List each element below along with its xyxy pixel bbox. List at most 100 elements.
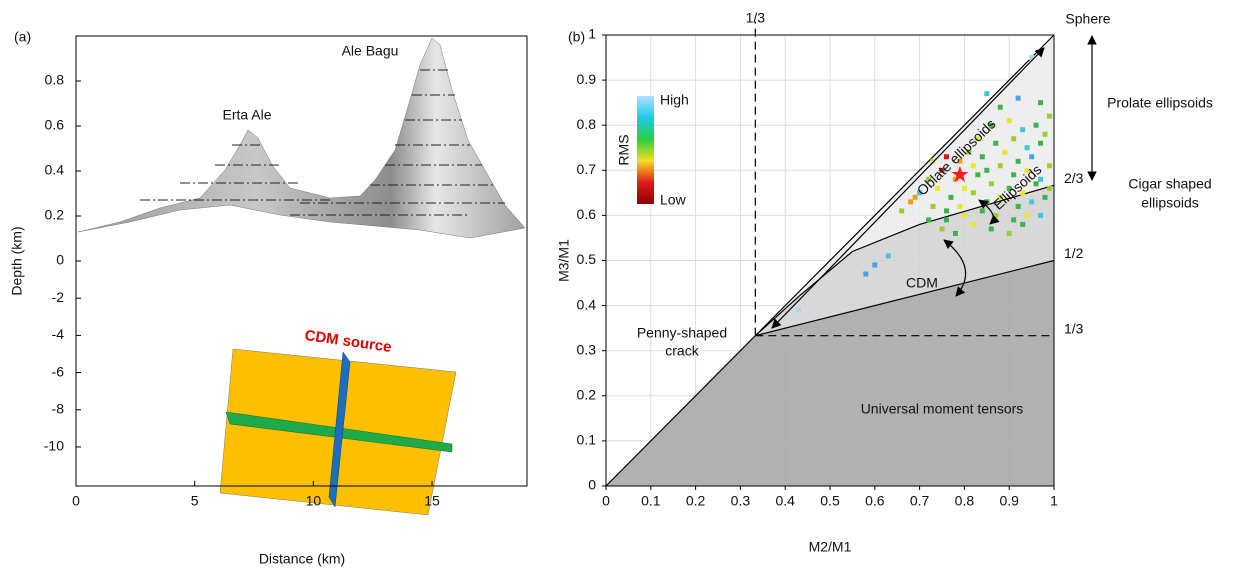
point xyxy=(939,226,945,232)
point xyxy=(1024,145,1030,151)
point xyxy=(1015,95,1021,101)
colorbar-high: High xyxy=(660,92,689,108)
panel-label: (a) xyxy=(14,29,31,45)
x-tick-label: 0 xyxy=(72,493,80,509)
point xyxy=(1006,118,1012,124)
x-axis-label: Distance (km) xyxy=(259,551,345,567)
point xyxy=(997,104,1003,110)
y-tick-label: -2 xyxy=(52,289,65,305)
x-tick-label: 15 xyxy=(424,493,440,509)
x-tick-label: 0.7 xyxy=(910,493,930,509)
point xyxy=(1029,154,1035,160)
x-tick-label: 0.8 xyxy=(955,493,975,509)
panel-label: (b) xyxy=(568,29,585,45)
point xyxy=(1042,194,1048,200)
y-tick-label: 0 xyxy=(56,252,64,268)
point xyxy=(988,226,994,232)
point xyxy=(899,208,905,214)
point xyxy=(912,194,918,200)
point xyxy=(997,163,1003,169)
x-tick-label: 0.9 xyxy=(999,493,1019,509)
y-tick-label: 0.3 xyxy=(577,341,597,357)
arrows xyxy=(771,35,1097,329)
point xyxy=(930,203,936,209)
point xyxy=(984,167,990,173)
y2-tick-label: 2/3 xyxy=(1064,170,1084,186)
panel-b: (b) 0 0.1 0.2 0.3 0.4 0.5 0.6 0.7 0.8 0.9 1 0 0.1 0.2… xyxy=(556,10,1084,555)
annotation: Prolate ellipsoids xyxy=(1107,95,1213,111)
y-tick-label: -8 xyxy=(52,400,65,416)
x2-tick-label: 1/3 xyxy=(746,10,766,26)
y-tick-label: 0.1 xyxy=(577,432,597,448)
annotation: Erta Ale xyxy=(222,107,271,123)
y-tick-label: 0.9 xyxy=(577,71,597,87)
y-tick-label: 0.6 xyxy=(577,206,597,222)
annotation: Cigar shaped xyxy=(1128,176,1211,192)
y2-tick-label: 1/3 xyxy=(1064,320,1084,336)
x-tick-label: 0.5 xyxy=(820,493,840,509)
annotation: Universal moment tensors xyxy=(861,401,1024,417)
point xyxy=(1002,149,1008,155)
y-axis-label: M3/M1 xyxy=(556,239,572,282)
y-tick-label: 0.7 xyxy=(577,161,597,177)
point xyxy=(952,230,958,236)
point xyxy=(926,217,932,223)
y-tick-label: 0.5 xyxy=(577,251,597,267)
point xyxy=(993,212,999,218)
annotation: Penny-shaped xyxy=(637,325,727,341)
point xyxy=(943,208,949,214)
annotation: Ale Bagu xyxy=(342,43,399,59)
point xyxy=(1033,122,1039,128)
y-tick-label: 1 xyxy=(588,26,596,42)
x-tick-label: 0.4 xyxy=(775,493,795,509)
y-tick-label: 0.4 xyxy=(45,162,65,178)
point xyxy=(1011,217,1017,223)
cdm-plane xyxy=(328,351,351,508)
x-tick-label: 10 xyxy=(306,493,322,509)
point xyxy=(948,194,954,200)
x-tick-label: 0.6 xyxy=(865,493,885,509)
x-tick-label: 1 xyxy=(1050,493,1058,509)
point xyxy=(1015,158,1021,164)
point xyxy=(970,163,976,169)
point xyxy=(979,208,985,214)
annotation: Sphere xyxy=(1065,11,1110,27)
point xyxy=(1015,203,1021,209)
x-axis-label: M2/M1 xyxy=(809,539,852,555)
y-tick-label: -4 xyxy=(52,326,65,342)
point xyxy=(1047,185,1053,191)
point xyxy=(1029,199,1035,205)
point xyxy=(1038,100,1044,106)
point xyxy=(993,140,999,146)
colorbar-label: RMS xyxy=(616,134,632,165)
point xyxy=(970,190,976,196)
point xyxy=(1006,230,1012,236)
colorbar-low: Low xyxy=(660,192,687,208)
annotation: CDM source xyxy=(304,327,393,356)
point xyxy=(872,262,878,268)
point xyxy=(863,271,869,277)
point xyxy=(984,91,990,97)
point xyxy=(1038,140,1044,146)
point xyxy=(984,199,990,205)
point xyxy=(1024,212,1030,218)
y-tick-label: 0.8 xyxy=(577,116,597,132)
point xyxy=(970,221,976,227)
y2-tick-label: 1/2 xyxy=(1064,245,1084,261)
point xyxy=(943,217,949,223)
point xyxy=(1047,113,1053,119)
point xyxy=(1047,163,1053,169)
y-tick-label: 0.4 xyxy=(577,296,597,312)
y-axis-label: Depth (km) xyxy=(9,226,25,295)
annotation: ellipsoids xyxy=(1141,195,1199,211)
point xyxy=(1042,131,1048,137)
y-tick-label: 0.2 xyxy=(577,387,597,403)
x-tick-label: 0.1 xyxy=(641,493,661,509)
point xyxy=(975,172,981,178)
colorbar xyxy=(637,96,654,204)
point xyxy=(796,307,802,313)
point xyxy=(1020,221,1026,227)
y-tick-label: 0.8 xyxy=(45,72,65,88)
annotation: CDM xyxy=(906,275,938,291)
